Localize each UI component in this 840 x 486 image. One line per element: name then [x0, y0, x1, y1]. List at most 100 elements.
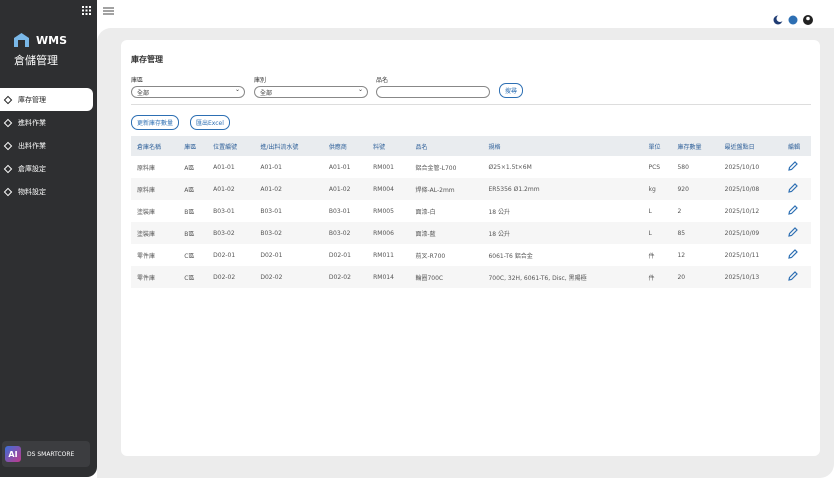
column-header: 位置編號: [207, 136, 255, 156]
export-button[interactable]: 匯出Excel: [190, 115, 230, 130]
column-header: 品名: [409, 136, 483, 156]
caret: ⌄: [357, 86, 363, 93]
select[interactable]: 全部 ⌄: [254, 86, 368, 98]
edit-icon[interactable]: [788, 161, 798, 171]
cell: C區: [178, 266, 208, 288]
cell: B區: [184, 208, 195, 216]
cell: D02-02: [207, 266, 255, 288]
cell: 700C, 32H, 6061-T6, Disc, 黑陽極: [482, 266, 643, 288]
cell: B03-01: [213, 207, 235, 215]
select-value: 全部: [137, 90, 150, 97]
menu-item[interactable]: 庫存管理: [0, 88, 93, 111]
edit-cell: [781, 266, 811, 288]
filter: 品名: [376, 75, 490, 98]
cell: D02-01: [328, 251, 351, 259]
cell: C區: [184, 252, 195, 260]
cell: 2025/10/12: [724, 207, 760, 215]
cell: 6061-T6 鋁合金: [488, 252, 533, 260]
column-header: 規格: [482, 136, 643, 156]
menu-item[interactable]: 出料作業: [0, 134, 93, 157]
cell: 2025/10/11: [724, 251, 760, 259]
cell: 零件庫: [131, 266, 179, 288]
cell: kg: [642, 178, 672, 200]
edit-icon[interactable]: [788, 183, 798, 193]
cell: A01-02: [207, 178, 255, 200]
edit-cell: [782, 244, 811, 266]
cell: RM004: [367, 178, 410, 200]
column-header: 編輯: [781, 136, 811, 156]
cell: 件: [648, 252, 655, 260]
top-icons: [769, 12, 817, 28]
edit-cell: [782, 156, 811, 178]
menu-item[interactable]: 倉庫設定: [0, 157, 93, 180]
table-body: 原料庫 A區 A01-01 A01-01 A01-01 RM001 鋁合金管-L700 Ø25…: [131, 156, 811, 288]
cell: RM014: [367, 266, 410, 288]
cell: 原料庫: [131, 178, 179, 200]
edit-icon[interactable]: [788, 205, 798, 215]
page-title: 庫存管理: [131, 55, 163, 64]
cell: D02-01: [213, 251, 236, 259]
cell: 2025/10/09: [718, 222, 782, 244]
text-input[interactable]: [376, 86, 490, 98]
column-header: 料號: [367, 136, 410, 156]
cell: RM006: [367, 222, 410, 244]
cell: L: [648, 207, 652, 215]
footer-text: DS SMARTCORE: [27, 450, 75, 458]
filter-label: 庫區: [131, 77, 144, 84]
table-row: 原料庫 A區 A01-02 A01-02 A01-02 RM004 焊條-AL-2mm ER5…: [131, 178, 811, 200]
filter-label: 品名: [376, 77, 389, 84]
cell: 塗裝庫: [131, 222, 179, 244]
inventory-table: 倉庫名稱 庫區 位置編號 進/出料流水號 供應商 料號 品名 規格 單位 庫存數量 最近盤點日 編輯原…: [131, 136, 811, 288]
cell: B03-01: [260, 207, 282, 215]
cell: A01-02: [322, 178, 368, 200]
menu-item[interactable]: 物料設定: [0, 180, 93, 203]
cell: 面漆-白: [415, 208, 436, 216]
apps-icon[interactable]: [82, 6, 91, 15]
cell: 鋁合金管-L700: [415, 164, 457, 172]
warehouse-icon: [14, 33, 29, 47]
caret: ⌄: [234, 86, 240, 93]
hamburger[interactable]: [103, 7, 114, 15]
divider: [131, 104, 811, 105]
menu: 庫存管理 進料作業 出料作業 倉庫設定 物料設定: [0, 88, 93, 203]
cell: 2025/10/13: [718, 266, 782, 288]
footer-logo: AI: [5, 446, 21, 462]
update-button[interactable]: 更新庫存數量: [131, 115, 180, 130]
sidebar: WMS 倉儲管理 庫存管理 進料作業 出料作業 倉庫設定 物料設定 AI DS SMART…: [0, 0, 97, 477]
search-button[interactable]: 搜尋: [499, 83, 524, 98]
cell: 12: [677, 251, 686, 259]
cell: D02-01: [260, 251, 283, 259]
filter-label: 庫別: [254, 77, 267, 84]
edit-icon[interactable]: [788, 249, 798, 259]
footer: AI DS SMARTCORE: [2, 441, 90, 467]
edit-icon[interactable]: [788, 271, 798, 281]
cell: B03-02: [207, 222, 255, 244]
select[interactable]: 全部 ⌄: [131, 86, 245, 98]
column-header: 倉庫名稱: [131, 136, 179, 156]
cell: 85: [671, 222, 719, 244]
table-row: 原料庫 A區 A01-01 A01-01 A01-01 RM001 鋁合金管-L700 Ø25…: [131, 156, 811, 178]
cell: 2025/10/10: [724, 163, 760, 171]
cell: D02-02: [254, 266, 323, 288]
card: 庫存管理 庫區 全部 ⌄ 庫別 全部 ⌄ 品名 搜尋 更新庫存數量 匯出Excel 倉庫名稱庫…: [121, 40, 820, 456]
table-row: 塗裝庫 B區 B03-01 B03-01 B03-01 RM005 面漆-白 18 公升 L 2 2…: [131, 200, 811, 222]
table-row: 零件庫 C區 D02-02 D02-02 D02-02 RM014 輪圈700C 700C, …: [131, 266, 811, 288]
filter: 庫區全部 ⌄: [131, 75, 245, 98]
cell: 920: [671, 178, 719, 200]
edit-icon[interactable]: [788, 227, 798, 237]
cell: A01-02: [254, 178, 323, 200]
header-row: 倉庫名稱 庫區 位置編號 進/出料流水號 供應商 料號 品名 規格 單位 庫存數量 最近盤點日 編輯: [131, 136, 811, 156]
column-header: 進/出料流水號: [254, 136, 323, 156]
menu-item[interactable]: 進料作業: [0, 111, 93, 134]
cell: B03-01: [328, 207, 351, 215]
settings[interactable]: [788, 15, 798, 25]
cell: Ø25×1.5t×6M: [488, 163, 532, 171]
cell: B03-02: [254, 222, 323, 244]
cell: ER5356 Ø1.2mm: [482, 178, 643, 200]
column-header: 供應商: [322, 136, 368, 156]
cell: 塗裝庫: [137, 208, 156, 216]
cell: 零件庫: [137, 252, 156, 260]
